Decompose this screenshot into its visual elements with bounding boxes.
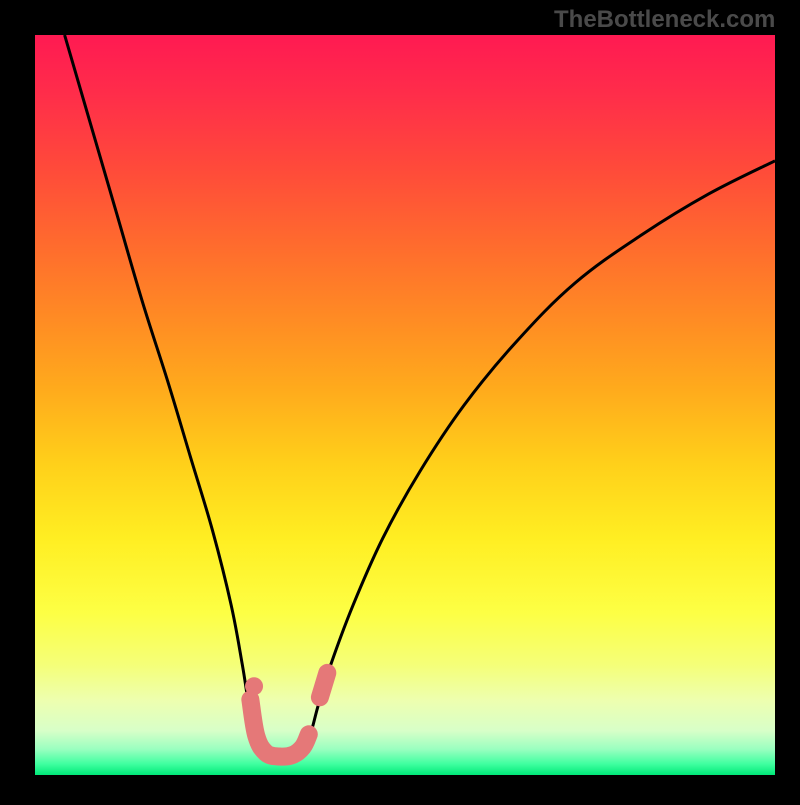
watermark-text: TheBottleneck.com <box>554 6 775 34</box>
highlight-marker-segment <box>320 673 327 697</box>
bottleneck-chart-svg <box>0 0 800 800</box>
highlight-marker-dot <box>245 677 263 695</box>
plot-background-gradient <box>35 35 775 775</box>
chart-frame <box>0 0 800 805</box>
